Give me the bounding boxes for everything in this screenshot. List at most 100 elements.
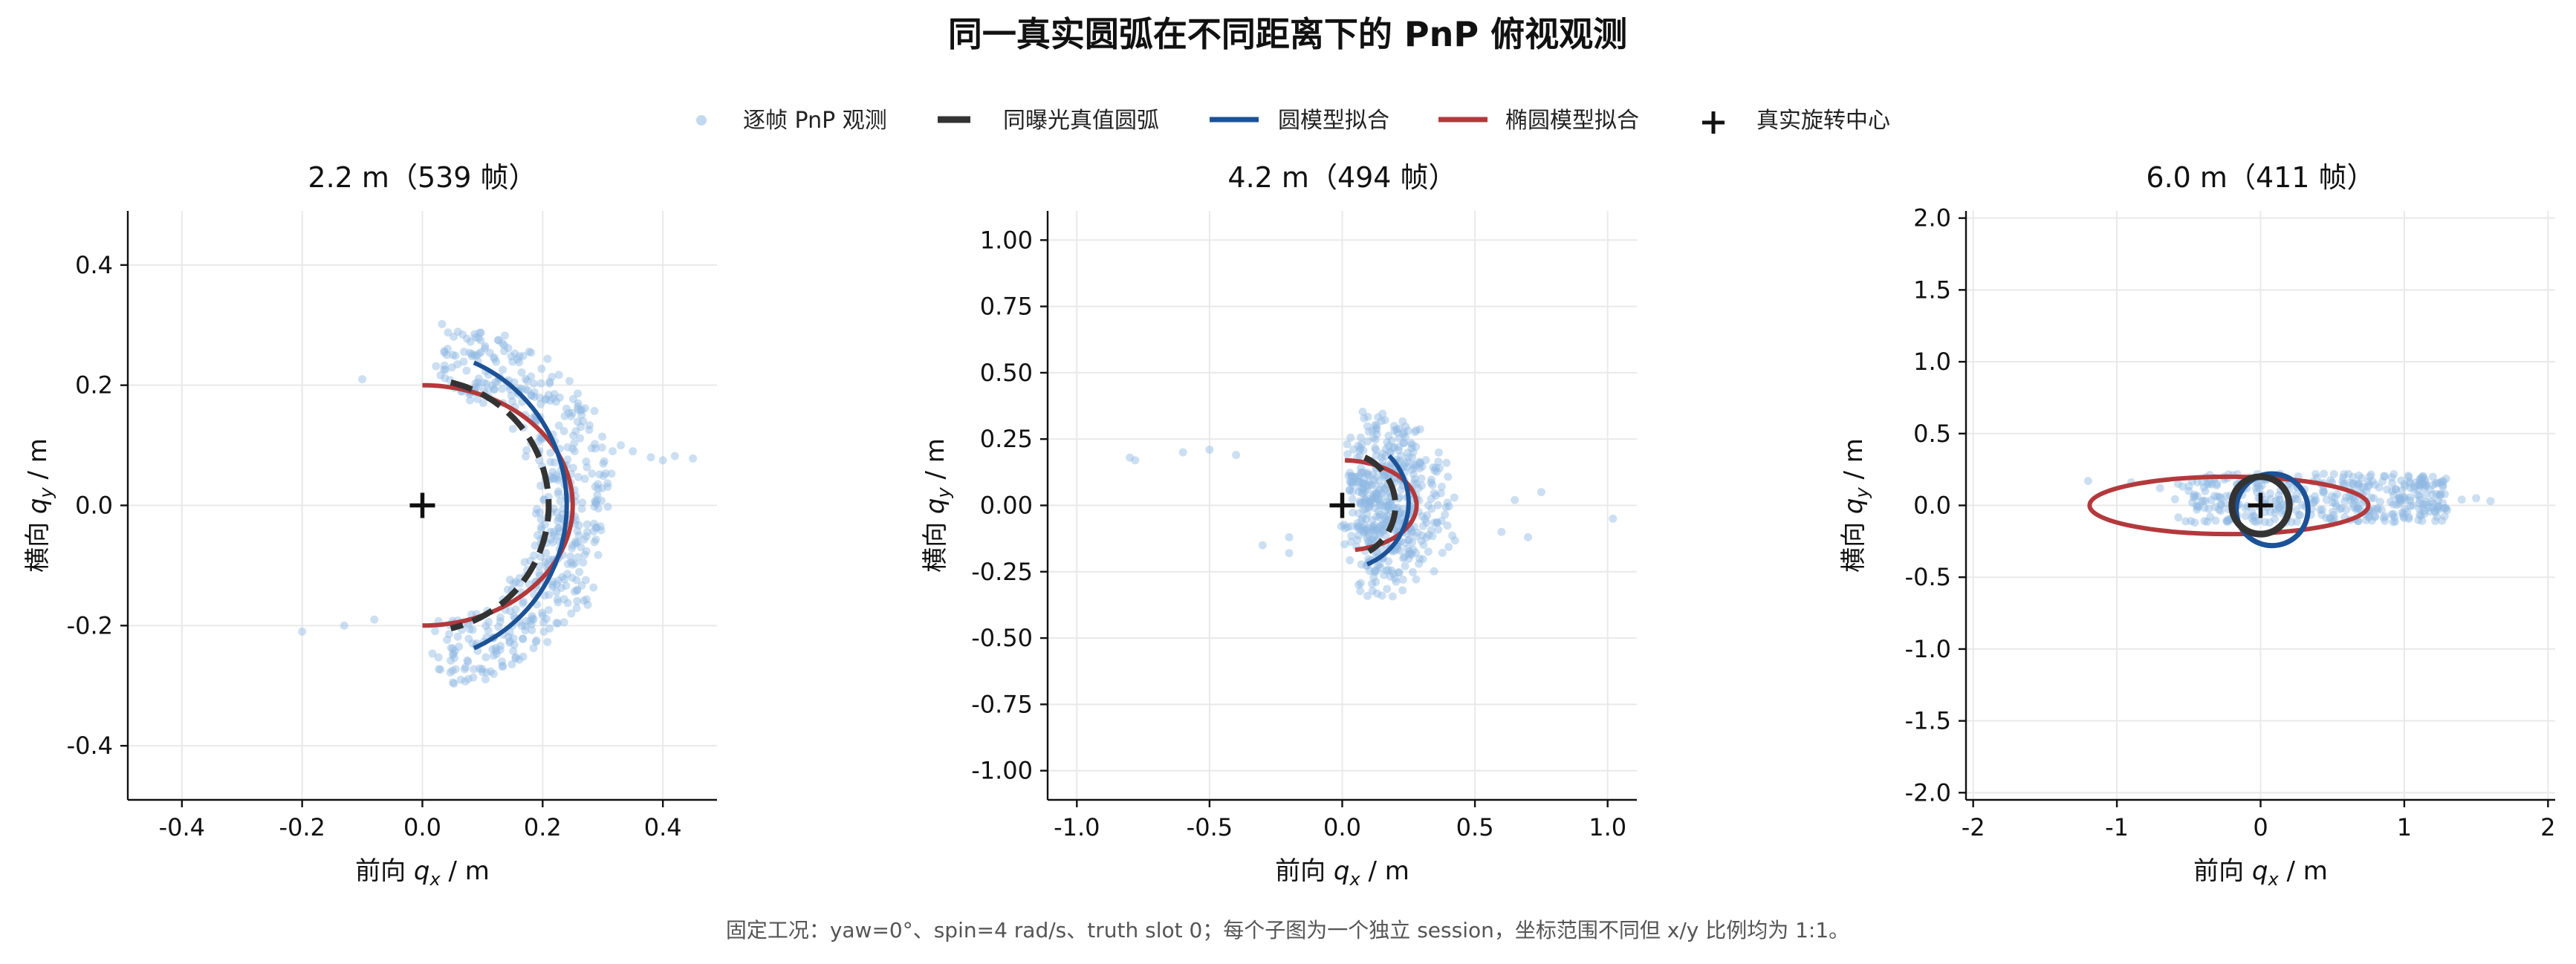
- observation-point: [554, 489, 562, 498]
- y-tick-label: -2.0: [1905, 778, 1951, 807]
- observation-point: [2421, 500, 2430, 509]
- observation-point: [577, 411, 586, 420]
- observation-point: [496, 617, 505, 626]
- observation-point: [445, 630, 454, 639]
- observation-point: [2287, 518, 2296, 527]
- observation-point: [585, 426, 594, 434]
- observation-point: [1400, 538, 1409, 547]
- observation-point: [550, 530, 559, 539]
- observation-point: [565, 377, 574, 385]
- observation-point: [1374, 495, 1383, 504]
- observation-point: [2260, 508, 2269, 517]
- observation-point: [2211, 503, 2220, 512]
- observation-point: [1363, 530, 1372, 539]
- x-axis-label-main: 前向: [2193, 856, 2252, 886]
- observation-point: [2400, 493, 2409, 502]
- observation-point: [2292, 518, 2301, 527]
- chart-title: 同一真实圆弧在不同距离下的 PnP 俯视观测: [948, 14, 1627, 54]
- observation-point: [2249, 517, 2258, 526]
- observation-point: [1407, 444, 1416, 453]
- observation-point: [578, 498, 587, 507]
- observation-point: [1407, 550, 1416, 559]
- observation-point: [1378, 591, 1386, 600]
- observation-point: [506, 607, 515, 616]
- observation-point: [2420, 483, 2429, 492]
- circle-fit-curve: [1366, 454, 1411, 567]
- observation-point: [2398, 508, 2407, 517]
- observation-point: [1430, 518, 1438, 527]
- observation-point: [1340, 521, 1349, 530]
- y-axis-label: 横向 qy / m: [1839, 438, 1872, 573]
- observation-point: [474, 333, 483, 342]
- observation-point: [2420, 507, 2429, 515]
- observation-point: [1374, 507, 1383, 516]
- observation-point: [2401, 496, 2410, 505]
- observation-point: [2271, 515, 2280, 524]
- observation-point: [478, 665, 487, 674]
- observation-point: [2296, 511, 2305, 520]
- observation-point: [2434, 505, 2443, 514]
- observation-point: [2271, 508, 2280, 517]
- observation-point: [482, 668, 491, 677]
- observation-point: [511, 605, 520, 613]
- observation-point: [1354, 509, 1363, 518]
- observation-point: [1408, 440, 1417, 449]
- observation-point: [532, 636, 541, 645]
- observation-point: [1419, 541, 1428, 550]
- observation-point: [469, 673, 478, 682]
- observation-point: [505, 636, 514, 645]
- observation-point: [1405, 547, 1414, 556]
- observation-point: [1373, 489, 1382, 498]
- observation-point: [470, 330, 479, 339]
- observation-point: [2439, 483, 2447, 492]
- observation-point: [2349, 503, 2358, 512]
- observation-point: [1356, 579, 1365, 587]
- observation-point: [1421, 515, 1430, 524]
- observation-point: [2328, 507, 2337, 516]
- observation-point: [582, 547, 591, 556]
- observation-point: [2178, 482, 2187, 491]
- observation-point: [2436, 491, 2444, 500]
- observation-point: [1398, 417, 1407, 426]
- observation-point: [2370, 504, 2379, 513]
- observation-point: [1365, 498, 1374, 507]
- observation-point: [1354, 478, 1363, 486]
- observation-point: [2417, 473, 2426, 482]
- observation-point: [2406, 483, 2415, 492]
- observation-point: [511, 578, 520, 587]
- legend-marker-obs: [696, 115, 707, 126]
- observation-point: [467, 350, 476, 359]
- observation-point: [2421, 478, 2430, 486]
- observation-point: [1433, 518, 1441, 527]
- observation-point: [468, 625, 477, 634]
- observation-point: [1407, 465, 1416, 474]
- observation-point: [562, 582, 571, 590]
- observation-point: [574, 417, 583, 426]
- observation-point: [2320, 487, 2329, 496]
- observation-point: [515, 352, 524, 361]
- observation-point: [2204, 504, 2213, 513]
- observation-point: [546, 457, 555, 466]
- observation-point: [573, 586, 582, 595]
- observation-point: [2369, 494, 2378, 503]
- observation-point: [453, 632, 462, 641]
- observation-point: [2354, 481, 2363, 489]
- legend-marker-center: [1702, 111, 1725, 134]
- observation-point: [1368, 524, 1377, 533]
- observation-point: [2354, 504, 2363, 512]
- observation-point: [2411, 478, 2420, 487]
- observation-point: [535, 394, 544, 403]
- observation-point: [500, 341, 509, 350]
- observation-point: [516, 579, 525, 588]
- observation-point: [576, 406, 585, 415]
- observation-point: [1369, 524, 1378, 533]
- observation-point: [1386, 500, 1395, 509]
- observation-point: [1418, 521, 1427, 530]
- observation-point: [2377, 506, 2386, 515]
- observation-point: [2403, 507, 2412, 516]
- observation-point: [571, 539, 580, 548]
- observation-point: [1379, 482, 1388, 491]
- observation-point: [2189, 493, 2198, 502]
- observation-point: [595, 470, 604, 479]
- observation-point: [1360, 468, 1369, 477]
